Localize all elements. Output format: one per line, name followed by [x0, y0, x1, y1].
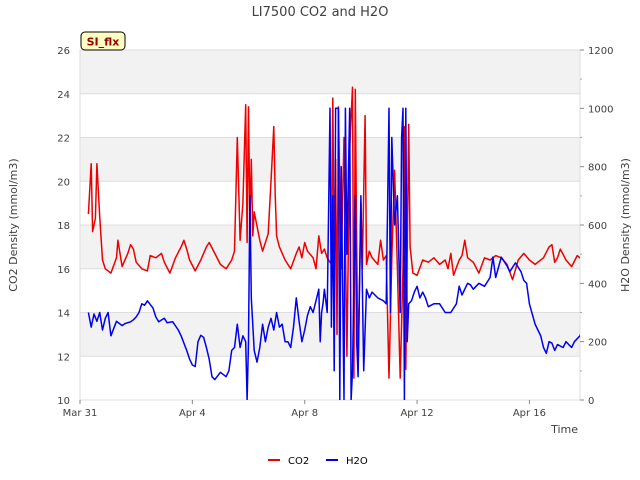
- left-tick-label: 20: [57, 177, 70, 188]
- x-axis-label: Time: [550, 423, 578, 436]
- series-line-co2: [87, 86, 580, 379]
- grid-band: [80, 268, 580, 313]
- right-tick-label: 1000: [588, 104, 613, 115]
- legend-label-co2: CO2: [288, 456, 309, 467]
- right-tick-label: 0: [588, 396, 594, 407]
- x-tick-label: Apr 16: [513, 408, 546, 419]
- series-line-h2o: [87, 107, 580, 400]
- left-axis: 10 12 14 16 18 20 22 24 26: [57, 46, 70, 407]
- left-tick-label: 10: [57, 396, 70, 407]
- legend: CO2 H2O: [268, 456, 368, 467]
- left-tick-label: 18: [57, 221, 70, 232]
- annotation-label: SI_flx: [87, 36, 120, 49]
- grid-band: [80, 312, 580, 357]
- left-tick-label: 22: [57, 134, 70, 145]
- grid-band: [80, 356, 580, 400]
- left-tick-label: 16: [57, 265, 70, 276]
- x-tick-label: Apr 4: [179, 408, 206, 419]
- right-y-axis-label: H2O Density (mmol/m3): [619, 158, 632, 292]
- annotation-badge: SI_flx: [80, 31, 126, 51]
- left-tick-label: 12: [57, 352, 70, 363]
- right-tick-label: 1200: [588, 46, 613, 57]
- left-tick-label: 24: [57, 90, 70, 101]
- legend-label-h2o: H2O: [346, 456, 368, 467]
- chart-title: LI7500 CO2 and H2O: [252, 5, 389, 20]
- right-axis: 0 200 400 600 800 1000 1200: [580, 46, 613, 407]
- x-tick-label: Apr 12: [400, 408, 433, 419]
- x-tick-label: Mar 31: [63, 408, 98, 419]
- grid-band: [80, 50, 580, 94]
- left-y-axis-label: CO2 Density (mmol/m3): [7, 158, 20, 291]
- x-tick-label: Apr 8: [291, 408, 318, 419]
- right-tick-label: 600: [588, 221, 607, 232]
- x-axis: Mar 31 Apr 4 Apr 8 Apr 12 Apr 16: [63, 400, 546, 419]
- left-tick-label: 14: [57, 309, 70, 320]
- right-tick-label: 400: [588, 279, 607, 290]
- series-lines: [87, 86, 580, 400]
- right-tick-label: 800: [588, 163, 607, 174]
- right-tick-label: 200: [588, 338, 607, 349]
- annotation-box: [80, 31, 126, 51]
- left-tick-label: 26: [57, 46, 70, 57]
